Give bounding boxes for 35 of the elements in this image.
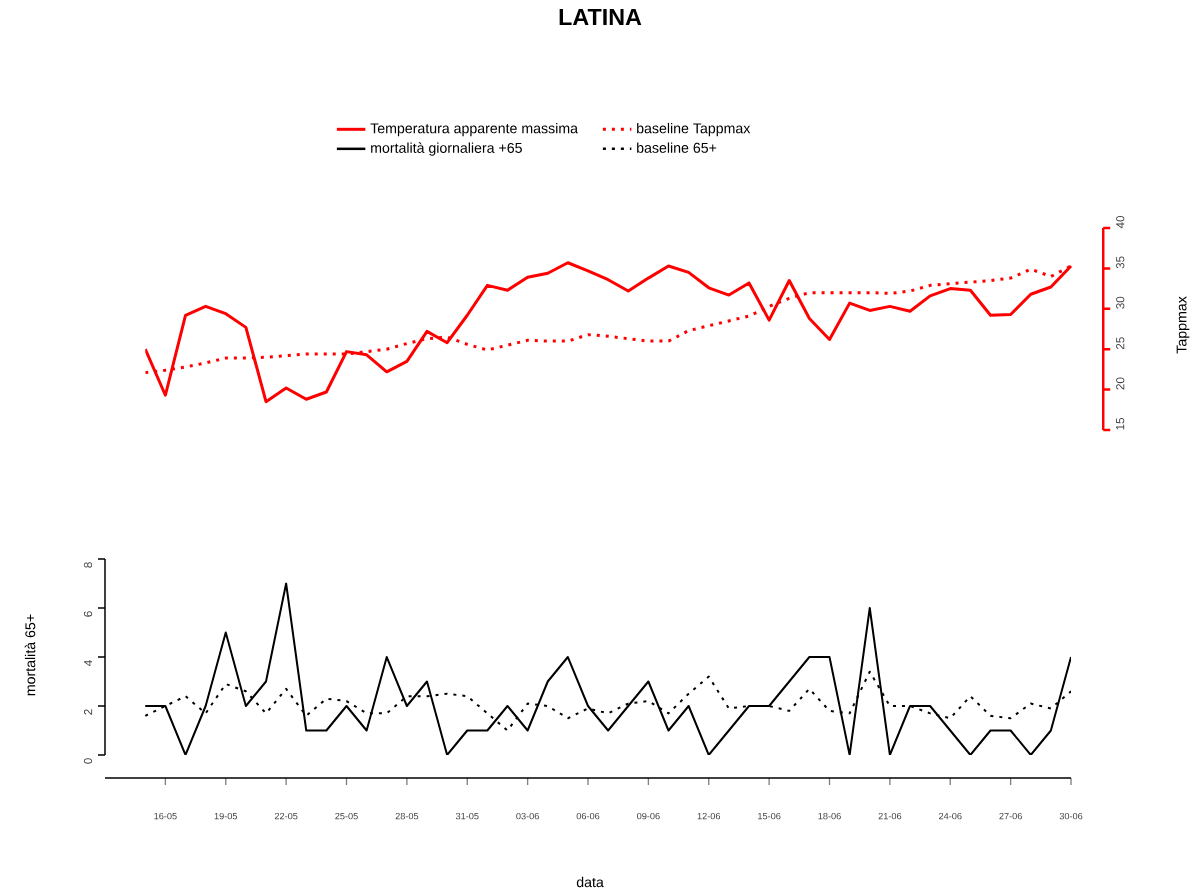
y-tick-label: 8 bbox=[83, 562, 93, 568]
y-axis-title: mortalità 65+ bbox=[24, 614, 36, 696]
y-tick-label: 20 bbox=[1116, 377, 1125, 390]
y-tick-label: 2 bbox=[83, 709, 93, 715]
x-tick-label: 28-05 bbox=[395, 812, 419, 820]
legend-label: Temperatura apparente massima bbox=[370, 122, 578, 137]
x-tick-label: 16-05 bbox=[154, 812, 177, 820]
x-tick-label: 24-06 bbox=[939, 812, 962, 820]
text: baseline 65+ bbox=[637, 142, 717, 153]
y-tick-label: 35 bbox=[1116, 256, 1125, 269]
text: mortalità giornaliera +65 bbox=[371, 142, 522, 156]
y-tick-label: 15 bbox=[1116, 418, 1125, 430]
y-tick-label: 4 bbox=[84, 660, 93, 666]
legend-label: baseline Tappmax bbox=[637, 122, 751, 137]
x-tick-label: 30-06 bbox=[1059, 812, 1083, 820]
y-tick-label: 0 bbox=[83, 758, 93, 764]
x-tick-label: 18-06 bbox=[818, 812, 841, 820]
chart-title: LATINA bbox=[559, 8, 642, 26]
x-tick-label: 31-05 bbox=[455, 812, 479, 820]
x-tick-label: 09-06 bbox=[637, 812, 660, 820]
x-axis-title: data bbox=[576, 876, 604, 888]
y-tick-label: 30 bbox=[1116, 296, 1125, 309]
x-tick-label: 21-06 bbox=[878, 812, 902, 820]
x-tick-label: 27-06 bbox=[999, 812, 1022, 820]
x-tick-label: 06-06 bbox=[576, 812, 600, 820]
y-tick-label: 40 bbox=[1116, 215, 1125, 229]
x-tick-label: 19-05 bbox=[214, 812, 238, 820]
x-tick-label: 03-06 bbox=[516, 812, 539, 820]
x-tick-label: 12-06 bbox=[697, 812, 721, 820]
x-tick-label: 25-05 bbox=[335, 812, 358, 820]
y-tick-label: 6 bbox=[83, 611, 93, 617]
y-axis-title: Tappmax bbox=[1176, 296, 1190, 354]
x-tick-label: 22-05 bbox=[274, 812, 298, 820]
y-tick-label: 25 bbox=[1116, 337, 1125, 350]
x-tick-label: 15-06 bbox=[758, 812, 781, 820]
